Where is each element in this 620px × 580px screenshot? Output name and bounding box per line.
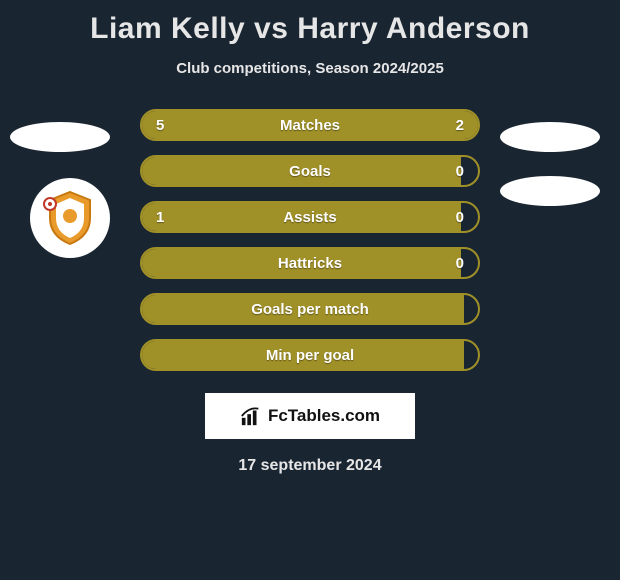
- stat-row: Goals per match: [140, 293, 480, 325]
- stat-row: 0Hattricks: [140, 247, 480, 279]
- stat-left-bar: [142, 157, 461, 185]
- fctables-banner: FcTables.com: [205, 393, 415, 439]
- player-right-oval: [500, 122, 600, 152]
- stat-left-bar: [142, 295, 464, 323]
- player-right-oval-2: [500, 176, 600, 206]
- stat-right-value: 0: [456, 255, 464, 272]
- stat-left-bar: 1: [142, 203, 461, 231]
- stat-right-bar: [464, 295, 478, 323]
- stat-right-value: 0: [456, 209, 464, 226]
- fctables-label: FcTables.com: [268, 406, 380, 426]
- stat-row: 10Assists: [140, 201, 480, 233]
- stat-right-bar: 2: [381, 111, 478, 139]
- stat-right-bar: 0: [461, 249, 478, 277]
- stat-row: Min per goal: [140, 339, 480, 371]
- stat-left-bar: 5: [142, 111, 381, 139]
- subtitle: Club competitions, Season 2024/2025: [0, 60, 620, 77]
- stat-row: 0Goals: [140, 155, 480, 187]
- player-left-oval: [10, 122, 110, 152]
- stat-right-bar: [464, 341, 478, 369]
- stat-left-bar: [142, 249, 461, 277]
- stat-left-value: 5: [156, 117, 164, 134]
- fctables-logo-icon: [240, 405, 262, 427]
- stat-left-value: 1: [156, 209, 164, 226]
- club-badge: [30, 178, 110, 258]
- club-badge-icon: [40, 188, 100, 248]
- stat-left-bar: [142, 341, 464, 369]
- page-title: Liam Kelly vs Harry Anderson: [0, 0, 620, 46]
- stat-right-value: 2: [456, 117, 464, 134]
- stat-right-bar: 0: [461, 157, 478, 185]
- stat-right-bar: 0: [461, 203, 478, 231]
- stat-row: 52Matches: [140, 109, 480, 141]
- date-label: 17 september 2024: [0, 457, 620, 475]
- comparison-bars: 52Matches0Goals10Assists0HattricksGoals …: [140, 109, 480, 371]
- stat-right-value: 0: [456, 163, 464, 180]
